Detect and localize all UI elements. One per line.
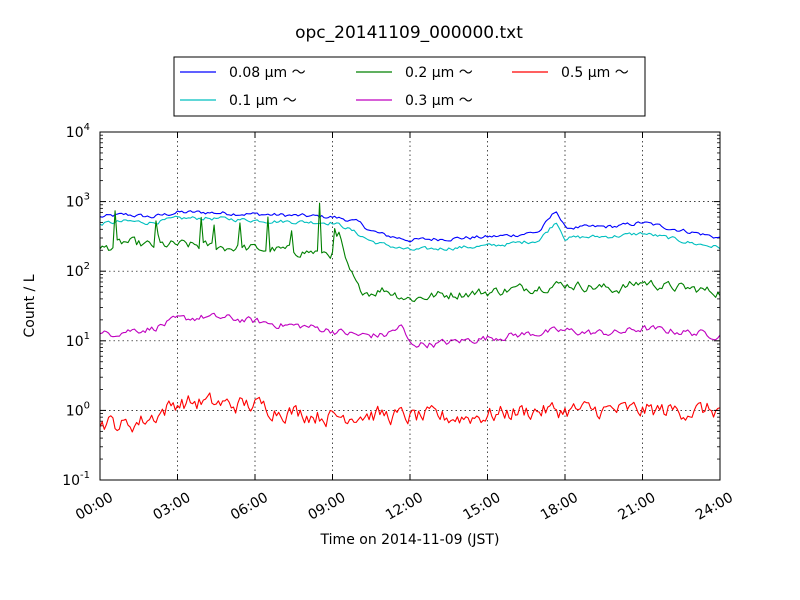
y-tick-label: 103 [66, 192, 90, 211]
x-tick-label: 06:00 [228, 490, 271, 524]
series-line-2 [99, 202, 721, 303]
chart-title: opc_20141109_000000.txt [295, 23, 523, 43]
plot-area [99, 131, 721, 481]
legend-label-2: 0.2 μm ～ [405, 65, 473, 81]
series-layer [99, 202, 721, 433]
y-tick-label: 100 [66, 400, 90, 419]
y-tick-label: 10-1 [62, 470, 90, 489]
series-line-4 [99, 392, 721, 433]
legend-label-0: 0.08 μm ～ [229, 65, 306, 81]
series-line-1 [99, 215, 721, 251]
y-axis-label: Count / L [22, 274, 38, 337]
series-line-3 [99, 312, 721, 349]
x-tick-label: 21:00 [616, 490, 659, 524]
y-tick-label: 102 [66, 261, 90, 280]
legend-label-4: 0.5 μm ～ [561, 65, 629, 81]
y-tick-labels: 10-1 100 101 102 103 104 [62, 122, 90, 489]
legend-label-1: 0.1 μm ～ [229, 93, 297, 109]
x-tick-label: 03:00 [151, 490, 194, 524]
x-tick-label: 15:00 [461, 490, 504, 524]
x-tick-label: 24:00 [693, 490, 736, 524]
x-tick-label: 18:00 [538, 490, 581, 524]
y-tick-label: 104 [66, 122, 90, 141]
x-tick-labels: 00:00 03:00 06:00 09:00 12:00 15:00 18:00 21:00… [73, 490, 736, 524]
legend-label-3: 0.3 μm ～ [405, 93, 473, 109]
x-tick-label: 12:00 [383, 490, 426, 524]
x-tick-label: 00:00 [73, 490, 116, 524]
plot-frame [99, 131, 721, 481]
plot-background [100, 132, 720, 480]
y-tick-label: 101 [66, 331, 90, 350]
series-line-0 [99, 210, 721, 243]
legend: 0.08 μm ～ 0.1 μm ～ 0.2 μm ～ 0.3 μm ～ 0.5 μm … [173, 56, 646, 117]
x-tick-label: 09:00 [306, 490, 349, 524]
x-axis-label: Time on 2014-11-09 (JST) [320, 532, 500, 548]
legend-box [173, 56, 646, 117]
